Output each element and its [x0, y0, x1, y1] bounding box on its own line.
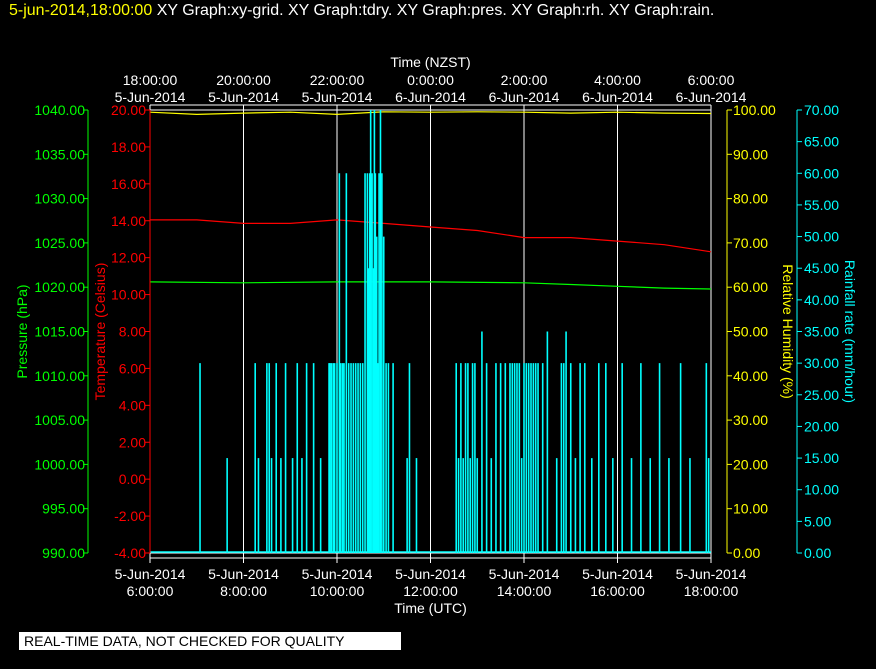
top-axis-tick-time: 0:00:00 [407, 72, 454, 88]
bottom-axis-tick-date: 5-Jun-2014 [582, 566, 653, 582]
bottom-axis-tick-date: 5-Jun-2014 [302, 566, 373, 582]
pressure-axis-tick-label: 1030.00 [34, 191, 85, 207]
bottom-axis-tick-date: 5-Jun-2014 [395, 566, 466, 582]
bottom-axis-tick-date: 5-Jun-2014 [115, 566, 186, 582]
rain-axis-tick-label: 45.00 [804, 260, 839, 276]
pressure-axis-tick-label: 995.00 [42, 501, 85, 517]
rain-axis-tick-label: 35.00 [804, 324, 839, 340]
humidity-axis-tick-label: 50.00 [733, 324, 768, 340]
humidity-axis-tick-label: 30.00 [733, 412, 768, 428]
temperature-axis-title: Temperature (Celsius) [92, 263, 108, 401]
quality-notice: REAL-TIME DATA, NOT CHECKED FOR QUALITY [19, 632, 401, 650]
top-axis-tick-date: 6-Jun-2014 [676, 89, 747, 105]
pressure-axis-tick-label: 1015.00 [34, 324, 85, 340]
bottom-axis-tick-time: 16:00:00 [590, 583, 645, 599]
bottom-axis-tick-date: 5-Jun-2014 [489, 566, 560, 582]
pressure-axis-tick-label: 1035.00 [34, 146, 85, 162]
header-timestamp: 5-jun-2014,18:00:00 [9, 2, 153, 19]
temperature-axis-tick-label: -4.00 [114, 545, 146, 561]
temperature-axis-tick-label: 18.00 [111, 139, 146, 155]
humidity-axis-tick-label: 10.00 [733, 501, 768, 517]
pressure-axis-tick-label: 1010.00 [34, 368, 85, 384]
top-axis-tick-time: 2:00:00 [501, 72, 548, 88]
relative-humidity-line [149, 111, 712, 116]
pressure-axis-tick-label: 1020.00 [34, 279, 85, 295]
rain-axis-tick-label: 55.00 [804, 197, 839, 213]
humidity-axis-tick-label: 20.00 [733, 456, 768, 472]
rain-axis-tick-label: 50.00 [804, 229, 839, 245]
axes-layer: 18:00:005-Jun-201420:00:005-Jun-201422:0… [14, 54, 858, 616]
humidity-axis-tick-label: 40.00 [733, 368, 768, 384]
rain-axis-tick-label: 5.00 [804, 513, 831, 529]
rain-axis-tick-label: 25.00 [804, 387, 839, 403]
top-axis-tick-date: 6-Jun-2014 [489, 89, 560, 105]
top-axis-tick-time: 4:00:00 [594, 72, 641, 88]
pressure-line [149, 281, 712, 290]
humidity-axis-tick-label: 70.00 [733, 235, 768, 251]
temperature-axis-tick-label: -2.00 [114, 508, 146, 524]
humidity-axis-title: Relative Humidity (%) [780, 264, 796, 399]
rain-axis-tick-label: 40.00 [804, 292, 839, 308]
bottom-axis-tick-date: 5-Jun-2014 [676, 566, 747, 582]
rain-axis-tick-label: 60.00 [804, 165, 839, 181]
rain-axis-tick-label: 65.00 [804, 134, 839, 150]
bottom-axis-tick-time: 6:00:00 [127, 583, 174, 599]
pressure-axis-tick-label: 1000.00 [34, 456, 85, 472]
rain-axis-tick-label: 0.00 [804, 545, 831, 561]
temperature-axis-tick-label: 10.00 [111, 287, 146, 303]
graph-header: 5-jun-2014,18:00:00 XY Graph:xy-grid. XY… [9, 2, 714, 20]
bottom-axis-title: Time (UTC) [394, 600, 467, 616]
temperature-axis-tick-label: 20.00 [111, 102, 146, 118]
humidity-axis-tick-label: 90.00 [733, 146, 768, 162]
rain-axis-tick-label: 30.00 [804, 355, 839, 371]
top-axis-tick-time: 18:00:00 [123, 72, 178, 88]
bottom-axis-tick-time: 8:00:00 [220, 583, 267, 599]
temperature-axis-tick-label: 14.00 [111, 213, 146, 229]
temperature-axis-tick-label: 2.00 [119, 434, 146, 450]
pressure-axis-tick-label: 990.00 [42, 545, 85, 561]
rain-axis-title: Rainfall rate (mm/hour) [842, 260, 858, 403]
humidity-axis-tick-label: 0.00 [733, 545, 760, 561]
top-axis-tick-time: 20:00:00 [216, 72, 271, 88]
bottom-axis-tick-date: 5-Jun-2014 [208, 566, 279, 582]
rain-axis-tick-label: 20.00 [804, 418, 839, 434]
bottom-axis-tick-time: 14:00:00 [497, 583, 552, 599]
pressure-axis-tick-label: 1025.00 [34, 235, 85, 251]
top-axis-title: Time (NZST) [390, 54, 470, 70]
bottom-axis-tick-time: 18:00:00 [684, 583, 739, 599]
top-axis-tick-date: 5-Jun-2014 [302, 89, 373, 105]
temperature-axis-tick-label: 0.00 [119, 471, 146, 487]
top-axis-tick-date: 5-Jun-2014 [208, 89, 279, 105]
humidity-axis-tick-label: 80.00 [733, 191, 768, 207]
pressure-axis-title: Pressure (hPa) [14, 284, 30, 378]
rain-axis-tick-label: 10.00 [804, 482, 839, 498]
top-axis-tick-time: 22:00:00 [310, 72, 365, 88]
temperature-line [150, 219, 712, 253]
humidity-axis-tick-label: 60.00 [733, 279, 768, 295]
humidity-axis-tick-label: 100.00 [733, 102, 776, 118]
grid-lines [149, 109, 712, 554]
temperature-axis-tick-label: 4.00 [119, 397, 146, 413]
top-axis-tick-time: 6:00:00 [688, 72, 735, 88]
rainfall-rate-series [150, 110, 711, 553]
rain-axis-tick-label: 15.00 [804, 450, 839, 466]
pressure-axis-tick-label: 1005.00 [34, 412, 85, 428]
top-axis-tick-date: 5-Jun-2014 [115, 89, 186, 105]
series-layer [149, 110, 712, 553]
pressure-axis-tick-label: 1040.00 [34, 102, 85, 118]
bottom-axis-tick-time: 10:00:00 [310, 583, 365, 599]
temperature-axis-tick-label: 8.00 [119, 324, 146, 340]
rain-axis-tick-label: 70.00 [804, 102, 839, 118]
top-axis-tick-date: 6-Jun-2014 [395, 89, 466, 105]
header-graph-list: XY Graph:xy-grid. XY Graph:tdry. XY Grap… [156, 2, 715, 19]
temperature-axis-tick-label: 16.00 [111, 176, 146, 192]
top-axis-tick-date: 6-Jun-2014 [582, 89, 653, 105]
temperature-axis-tick-label: 6.00 [119, 360, 146, 376]
bottom-axis-tick-time: 12:00:00 [403, 583, 458, 599]
temperature-axis-tick-label: 12.00 [111, 250, 146, 266]
